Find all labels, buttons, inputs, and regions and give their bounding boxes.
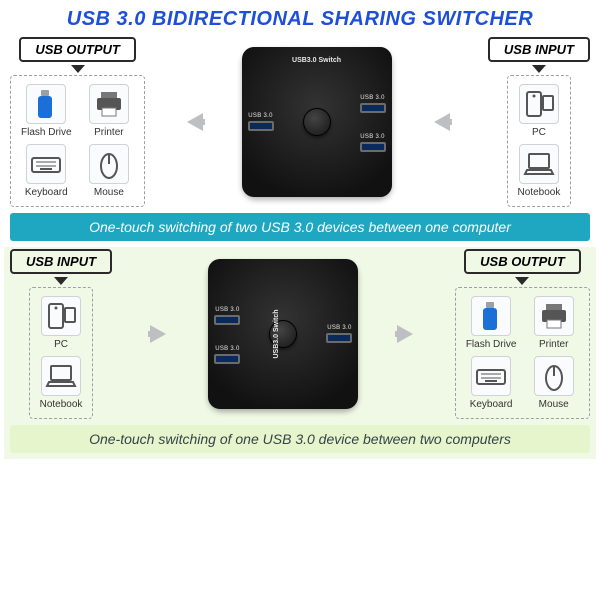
device-flashdrive: Flash Drive [466,296,517,350]
device-label: Keyboard [25,187,68,198]
mouse-icon [534,356,574,396]
usb-port-dual-2-icon: USB 3.0 [214,346,240,364]
usb-port-single-icon: USB 3.0 [326,325,352,343]
flow-arrow-left-icon [428,111,452,133]
printer-icon [89,84,129,124]
usb-port-dual-1-icon: USB 3.0 [360,95,386,113]
printer-icon [534,296,574,336]
pc-icon [41,296,81,336]
device-pc: PC [40,296,83,350]
device-flashdrive: Flash Drive [21,84,72,138]
port-label: USB 3.0 [327,325,351,331]
device-notebook: Notebook [40,356,83,410]
device-label: PC [532,127,546,138]
usb-switch-device: USB 3.0 USB 3.0 USB 3.0 USB3.0 Switch [242,47,392,197]
device-mouse: Mouse [528,356,579,410]
usb-port-dual-2-icon: USB 3.0 [360,134,386,152]
usb-switch-device: USB 3.0 USB 3.0 USB 3.0 USB3.0 Switch [208,259,358,409]
device-printer: Printer [528,296,579,350]
port-label: USB 3.0 [215,307,239,313]
keyboard-icon [471,356,511,396]
device-keyboard: Keyboard [466,356,517,410]
flashdrive-icon [471,296,511,336]
port-label: USB 3.0 [248,113,272,119]
output-device-grid: Flash Drive Printer Keyboard Mouse [10,75,145,207]
device-label: Notebook [518,187,561,198]
usb-input-label: USB INPUT [488,37,590,62]
switch-text: USB3.0 Switch [273,309,280,358]
device-notebook: Notebook [518,144,561,198]
device-label: Printer [539,339,568,350]
section-2: USB INPUT PC Notebook USB 3.0 USB 3.0 [4,247,596,459]
device-label: Notebook [40,399,83,410]
port-label: USB 3.0 [360,134,384,140]
usb-input-label: USB INPUT [10,249,112,274]
device-keyboard: Keyboard [21,144,72,198]
output-device-grid: Flash Drive Printer Keyboard Mouse [455,287,590,419]
device-label: Mouse [539,399,569,410]
device-label: Flash Drive [466,339,517,350]
right-column: USB OUTPUT Flash Drive Printer Keyboard Mou… [455,249,590,419]
notebook-icon [41,356,81,396]
usb-port-single-icon: USB 3.0 [248,113,274,131]
usb-output-label: USB OUTPUT [464,249,581,274]
flow-arrow-left-icon [181,111,205,133]
section-1: USB OUTPUT Flash Drive Printer Keyboard Mou… [4,37,596,241]
device-label: Mouse [94,187,124,198]
chevron-down-icon [515,277,529,285]
notebook-icon [519,144,559,184]
chevron-down-icon [54,277,68,285]
mouse-icon [89,144,129,184]
usb-port-dual-1-icon: USB 3.0 [214,307,240,325]
device-label: Flash Drive [21,127,72,138]
pc-icon [519,84,559,124]
input-device-grid: PC Notebook [507,75,572,207]
right-column: USB INPUT PC Notebook [488,37,590,207]
left-column: USB OUTPUT Flash Drive Printer Keyboard Mou… [10,37,145,207]
device-mouse: Mouse [84,144,135,198]
switch-button-icon [303,108,331,136]
infographic-root: USB 3.0 BIDIRECTIONAL SHARING SWITCHER U… [0,0,600,600]
device-printer: Printer [84,84,135,138]
switch-text: USB3.0 Switch [292,57,341,64]
flow-arrow-right-icon [148,323,172,345]
chevron-down-icon [71,65,85,73]
main-title: USB 3.0 BIDIRECTIONAL SHARING SWITCHER [4,4,596,37]
keyboard-icon [26,144,66,184]
input-device-grid: PC Notebook [29,287,94,419]
device-pc: PC [518,84,561,138]
device-label: PC [54,339,68,350]
device-label: Printer [94,127,123,138]
chevron-down-icon [532,65,546,73]
port-label: USB 3.0 [215,346,239,352]
flashdrive-icon [26,84,66,124]
device-label: Keyboard [470,399,513,410]
port-label: USB 3.0 [360,95,384,101]
banner-caption: One-touch switching of one USB 3.0 devic… [10,425,590,453]
left-column: USB INPUT PC Notebook [10,249,112,419]
usb-output-label: USB OUTPUT [19,37,136,62]
banner-caption: One-touch switching of two USB 3.0 devic… [10,213,590,241]
flow-arrow-right-icon [395,323,419,345]
